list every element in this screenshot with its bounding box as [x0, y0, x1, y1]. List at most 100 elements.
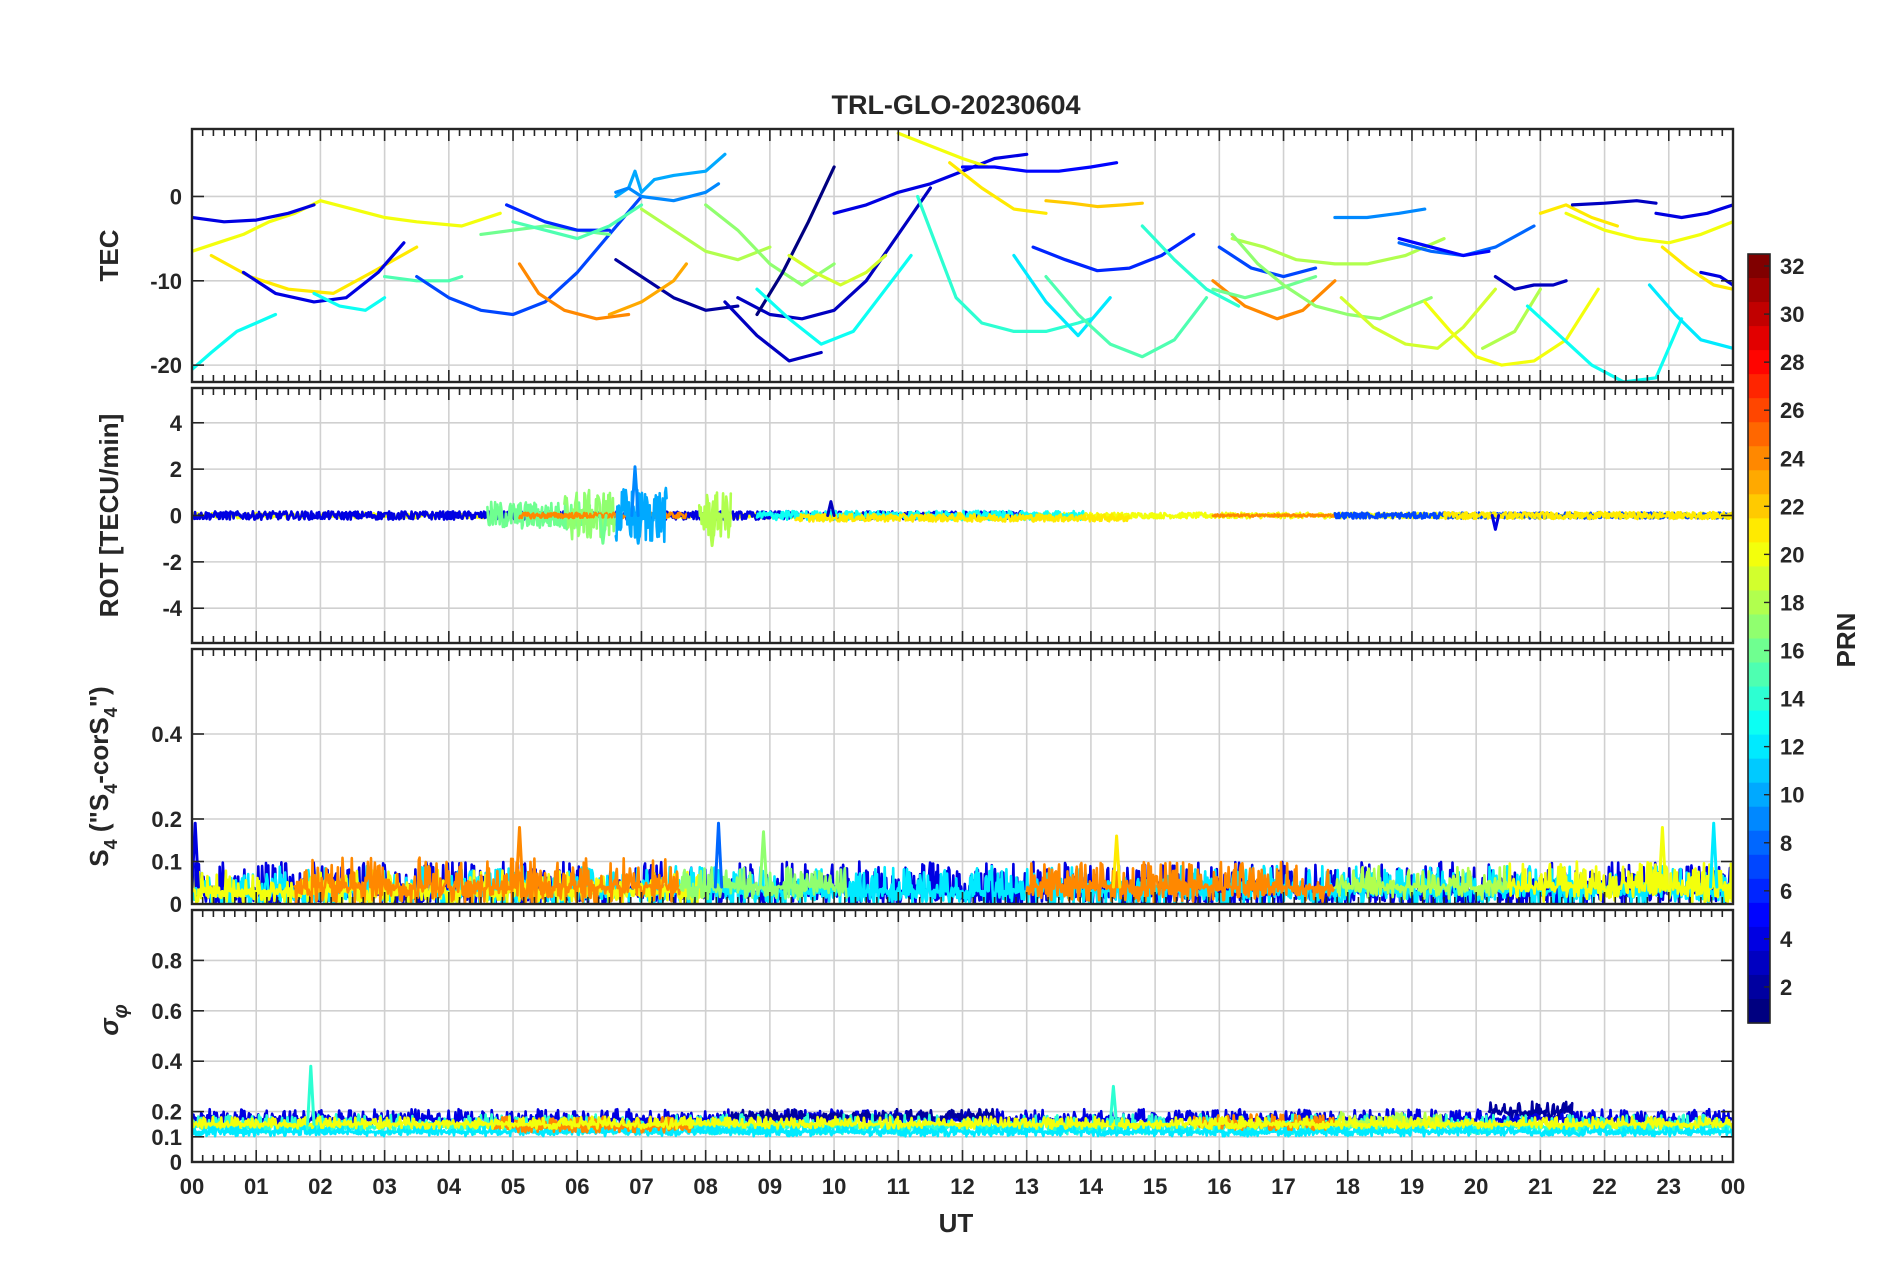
- noise-series-prn-12: [192, 1122, 1733, 1138]
- colorbar-tick-label: 10: [1780, 783, 1804, 808]
- spike-prn-4: [1490, 514, 1501, 531]
- y-tick-label: 0.1: [151, 1125, 182, 1150]
- colorbar-bin: [1748, 278, 1770, 303]
- noise-series-prn-18: [697, 491, 733, 539]
- colorbar-bin: [1748, 254, 1770, 279]
- colorbar-tick-label: 8: [1780, 831, 1792, 856]
- series-line-prn-7: [415, 194, 644, 317]
- series-line-prn-15: [1044, 275, 1209, 359]
- colorbar-bin: [1748, 662, 1770, 688]
- noise-series-prn-20: [1507, 860, 1733, 904]
- x-tick-label: 23: [1657, 1174, 1681, 1199]
- x-tick-label: 12: [950, 1174, 974, 1199]
- colorbar-bin: [1748, 422, 1770, 447]
- noise-series-prn-18: [1333, 864, 1509, 901]
- noise-series-prn-24: [293, 856, 682, 904]
- spike-prn-16: [598, 514, 608, 545]
- colorbar-bin: [1748, 326, 1770, 351]
- colorbar-bin: [1748, 854, 1770, 880]
- colorbar-tick-label: 22: [1780, 494, 1804, 519]
- x-tick-label: 09: [758, 1174, 782, 1199]
- colorbar-tick-label: 32: [1780, 254, 1804, 279]
- y-tick-label: -10: [150, 269, 182, 294]
- series-line-prn-20: [1564, 211, 1733, 245]
- y-tick-label: 0: [170, 1150, 182, 1175]
- series-line-prn-10: [614, 152, 727, 199]
- spike-prn-3: [826, 500, 836, 517]
- series-line-prn-4: [1654, 203, 1733, 220]
- noise-series-prn-24: [492, 1115, 694, 1134]
- x-tick-label: 10: [822, 1174, 846, 1199]
- series-line-prn-24: [517, 262, 631, 321]
- ylabel-subscript: φ: [110, 1004, 132, 1018]
- series-line-prn-13: [192, 312, 278, 371]
- noise-series-prn-21: [794, 512, 1131, 523]
- x-tick-label: 18: [1336, 1174, 1360, 1199]
- colorbar-bin: [1748, 782, 1770, 808]
- y-axis-label-s4: S4 ("S4-corS4"): [84, 686, 121, 866]
- y-tick-label: -4: [162, 596, 182, 621]
- colorbar-bin: [1748, 398, 1770, 423]
- panel-ticks: [191, 388, 1734, 643]
- colorbar-bin: [1748, 974, 1770, 1000]
- series-line-prn-4: [192, 203, 316, 224]
- colorbar-tick-label: 30: [1780, 302, 1804, 327]
- series-line-prn-19: [787, 253, 888, 287]
- x-tick-label: 17: [1271, 1174, 1295, 1199]
- x-tick-label: 06: [565, 1174, 589, 1199]
- ylabel-part: S: [84, 849, 114, 866]
- colorbar-tick-label: 6: [1780, 879, 1792, 904]
- colorbar-tick-label: 2: [1780, 975, 1792, 1000]
- panel-tec: 0 -10 -20 TEC: [94, 127, 1735, 384]
- spike-prn-18: [707, 514, 717, 548]
- panel-data: [192, 1064, 1733, 1138]
- panel-grid: [192, 388, 1733, 643]
- colorbar-bin: [1748, 902, 1770, 928]
- noise-series-prn-24: [1025, 860, 1336, 904]
- ylabel-part: σ: [94, 1017, 124, 1036]
- colorbar-tick-label: 26: [1780, 398, 1804, 423]
- colorbar-tick-label: 20: [1780, 542, 1804, 567]
- spike-prn-10: [633, 514, 643, 545]
- x-tick-label: 15: [1143, 1174, 1167, 1199]
- colorbar-bin: [1748, 830, 1770, 856]
- y-tick-label: 0: [170, 504, 182, 529]
- y-tick-label: -20: [150, 353, 182, 378]
- series-line-prn-21: [1538, 203, 1619, 228]
- series-line-prn-18: [1481, 287, 1542, 350]
- series-line-prn-1: [755, 165, 836, 317]
- panel-data: [192, 131, 1733, 382]
- series-line-prn-17: [704, 203, 836, 287]
- series-line-prn-24: [1211, 279, 1337, 321]
- x-tick-label: 01: [244, 1174, 268, 1199]
- series-line-prn-13: [755, 253, 913, 346]
- colorbar-bin: [1748, 614, 1770, 640]
- colorbar-bin: [1748, 950, 1770, 976]
- series-line-prn-22: [1044, 199, 1144, 209]
- series-line-prn-2: [614, 258, 740, 312]
- x-tick-label: 19: [1400, 1174, 1424, 1199]
- x-tick-label: 05: [501, 1174, 525, 1199]
- colorbar-frame: [1747, 253, 1771, 1024]
- series-line-prn-21: [1660, 245, 1733, 291]
- series-line-prn-12: [1012, 253, 1112, 338]
- x-tick-label: 00: [1721, 1174, 1745, 1199]
- colorbar-bin: [1748, 374, 1770, 399]
- series-line-prn-12: [1647, 283, 1733, 350]
- noise-series-prn-2: [1487, 1100, 1574, 1119]
- series-line-prn-18: [1230, 237, 1446, 266]
- series-line-prn-19: [1339, 287, 1497, 350]
- spike-prn-12: [1709, 821, 1719, 889]
- x-tick-label: 08: [693, 1174, 717, 1199]
- colorbar-tick-label: 28: [1780, 350, 1804, 375]
- series-line-prn-6: [505, 203, 611, 232]
- y-tick-label: 0.8: [151, 948, 182, 973]
- y-tick-label: -2: [162, 550, 182, 575]
- colorbar-bin: [1748, 350, 1770, 375]
- spike-prn-14: [306, 1064, 316, 1126]
- colorbar-bin: [1748, 446, 1770, 471]
- colorbar-bin: [1748, 302, 1770, 327]
- series-line-prn-5: [960, 161, 1119, 173]
